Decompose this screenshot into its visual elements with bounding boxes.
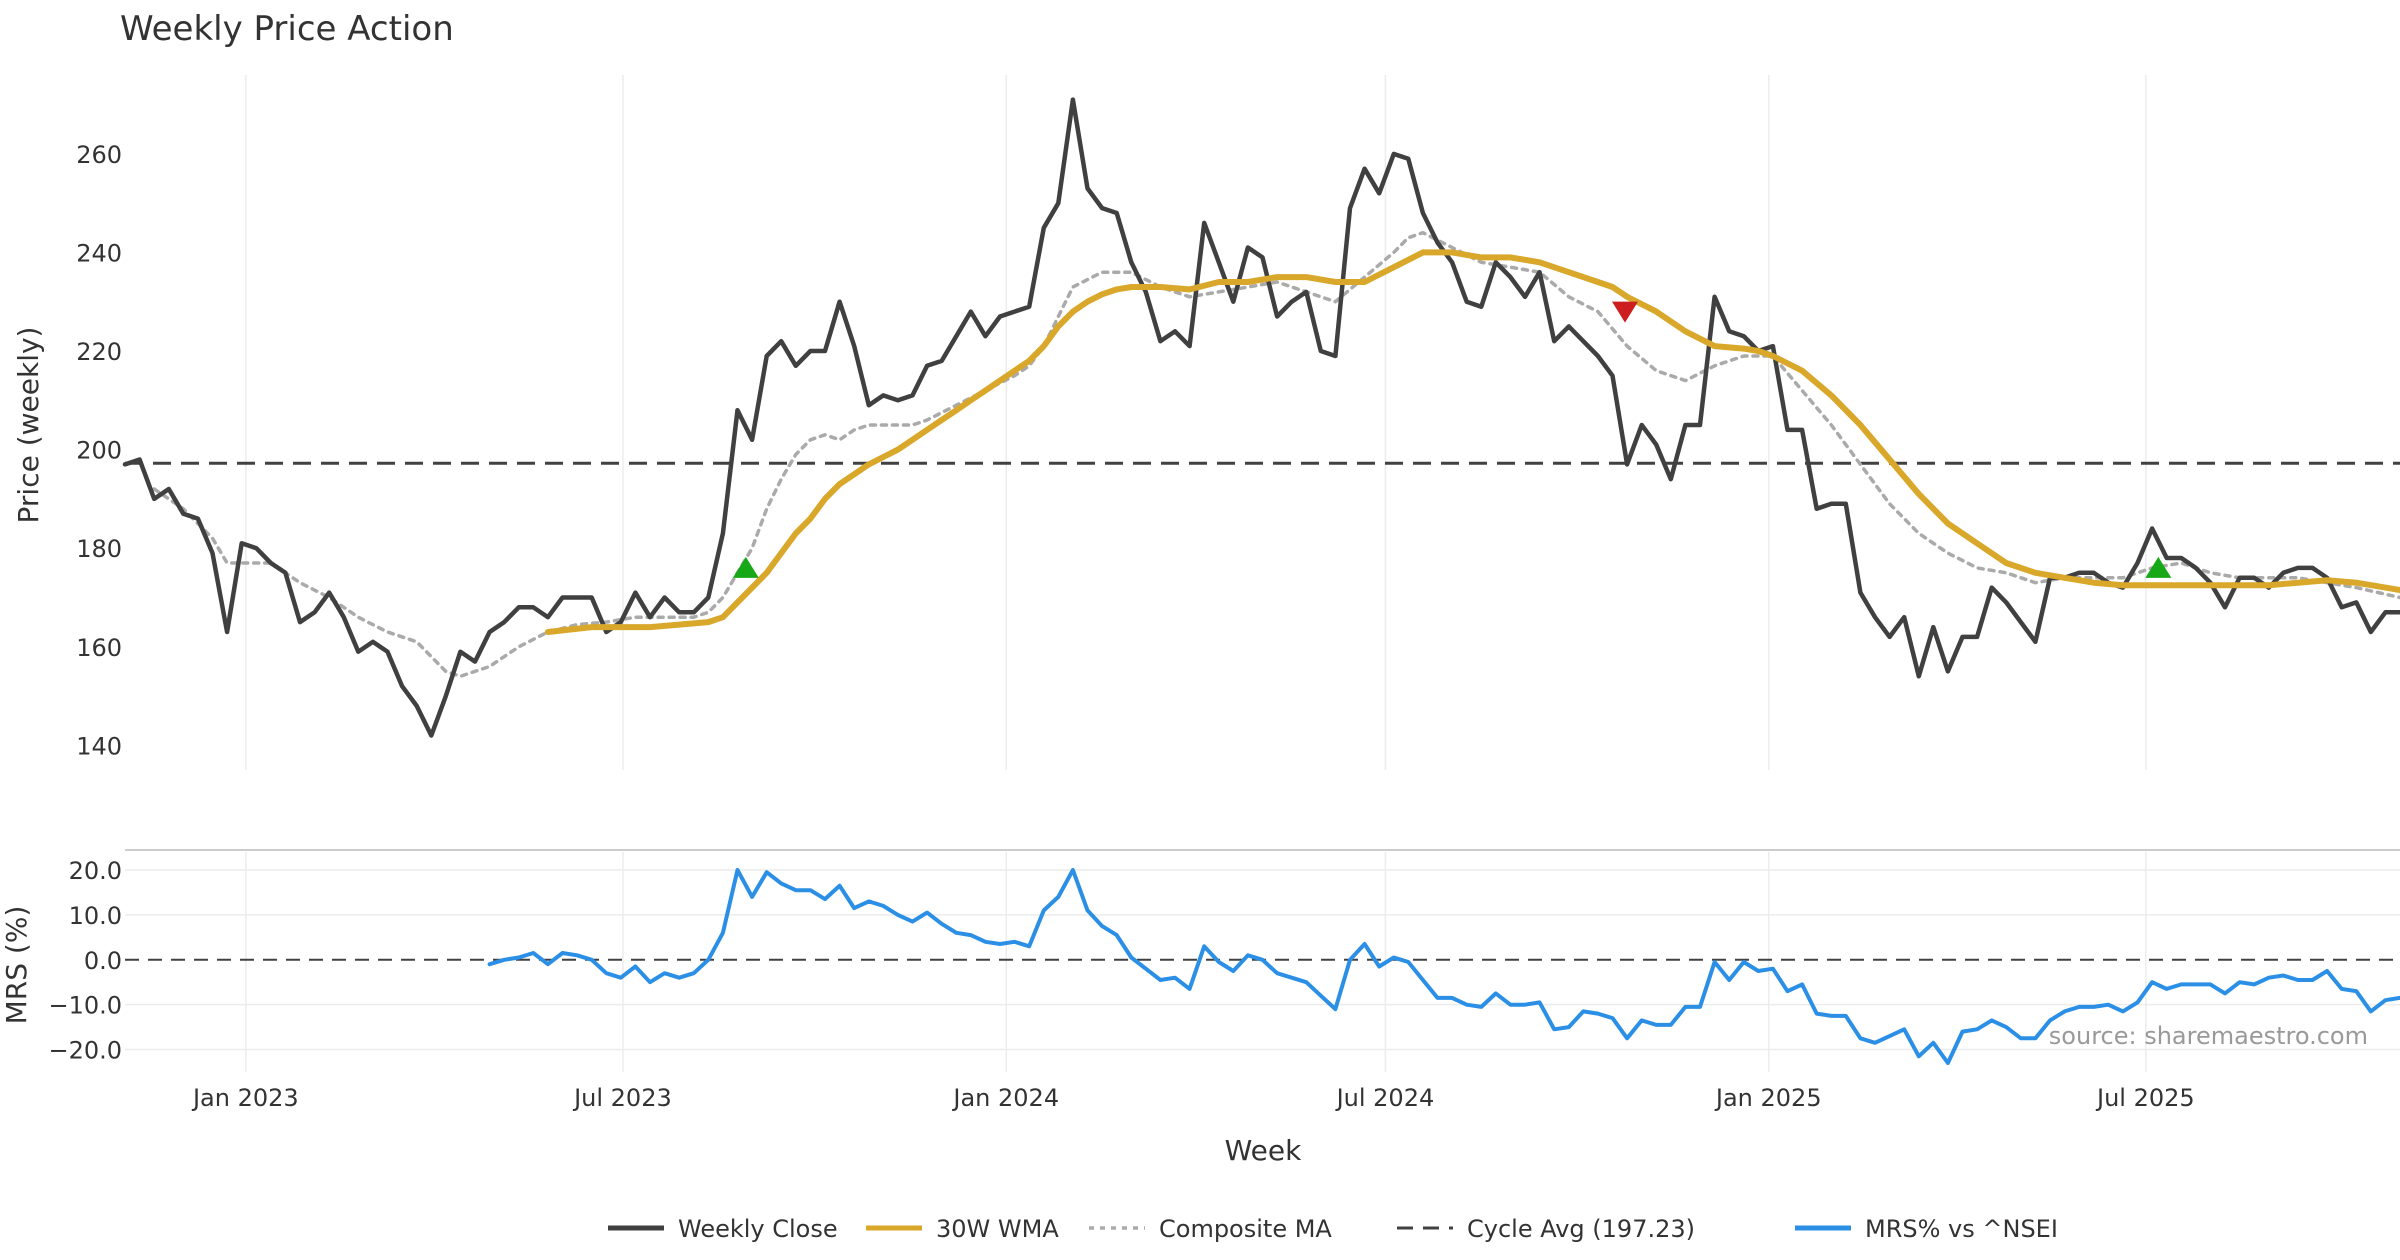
chart-title: Weekly Price Action	[120, 9, 454, 49]
price-y-axis-label: Price (weekly)	[12, 327, 45, 524]
mrs-y-tick-label: 0.0	[84, 947, 122, 975]
mrs-gridlines	[125, 852, 2400, 1072]
x-tick-label: Jul 2023	[572, 1084, 672, 1112]
price-y-ticks: 140 160 180 200 220 240 260	[76, 141, 122, 760]
mrs-y-ticks: 20.0 10.0 0.0 −10.0 −20.0	[48, 857, 122, 1065]
chart-legend: Weekly Close 30W WMA Composite MA Cycle Avg…	[608, 1215, 2058, 1243]
mrs-y-tick-label: 20.0	[69, 857, 122, 885]
mrs-y-tick-label: −20.0	[48, 1037, 122, 1065]
wma-30w-line	[544, 249, 2400, 635]
legend-label: 30W WMA	[936, 1215, 1059, 1243]
sell-signal-marker	[1612, 301, 1638, 323]
source-watermark: source: sharemaestro.com	[2049, 1022, 2368, 1050]
legend-label: Weekly Close	[678, 1215, 838, 1243]
mrs-y-axis-label: MRS (%)	[0, 906, 33, 1025]
x-tick-label: Jul 2024	[1335, 1084, 1435, 1112]
weekly-close-line	[122, 97, 2400, 738]
x-tick-label: Jan 2023	[191, 1084, 299, 1112]
x-axis-ticks: Jan 2023 Jul 2023 Jan 2024 Jul 2024 Jan 2025…	[191, 1084, 2195, 1112]
price-y-tick-label: 220	[76, 338, 122, 366]
buy-signal-marker	[732, 556, 759, 578]
legend-label: Cycle Avg (197.23)	[1467, 1215, 1695, 1243]
x-tick-label: Jul 2025	[2095, 1084, 2195, 1112]
buy-signal-marker	[2145, 556, 2172, 578]
price-y-tick-label: 180	[76, 535, 122, 563]
price-series-group	[122, 97, 2400, 738]
signal-markers	[732, 301, 2172, 578]
legend-label: MRS% vs ^NSEI	[1865, 1215, 2058, 1243]
x-tick-label: Jan 2024	[951, 1084, 1059, 1112]
price-y-tick-label: 240	[76, 239, 122, 267]
mrs-y-tick-label: 10.0	[69, 902, 122, 930]
x-tick-label: Jan 2025	[1714, 1084, 1822, 1112]
mrs-line	[487, 868, 2400, 1065]
price-y-tick-label: 260	[76, 141, 122, 169]
price-y-tick-label: 140	[76, 732, 122, 760]
price-y-tick-label: 160	[76, 634, 122, 662]
price-gridlines	[245, 75, 2147, 770]
mrs-y-tick-label: −10.0	[48, 992, 122, 1020]
composite-ma-line	[152, 230, 2400, 679]
x-axis-label: Week	[1225, 1134, 1302, 1167]
price-y-tick-label: 200	[76, 437, 122, 465]
mrs-series-group	[125, 868, 2400, 1065]
legend-label: Composite MA	[1159, 1215, 1332, 1243]
